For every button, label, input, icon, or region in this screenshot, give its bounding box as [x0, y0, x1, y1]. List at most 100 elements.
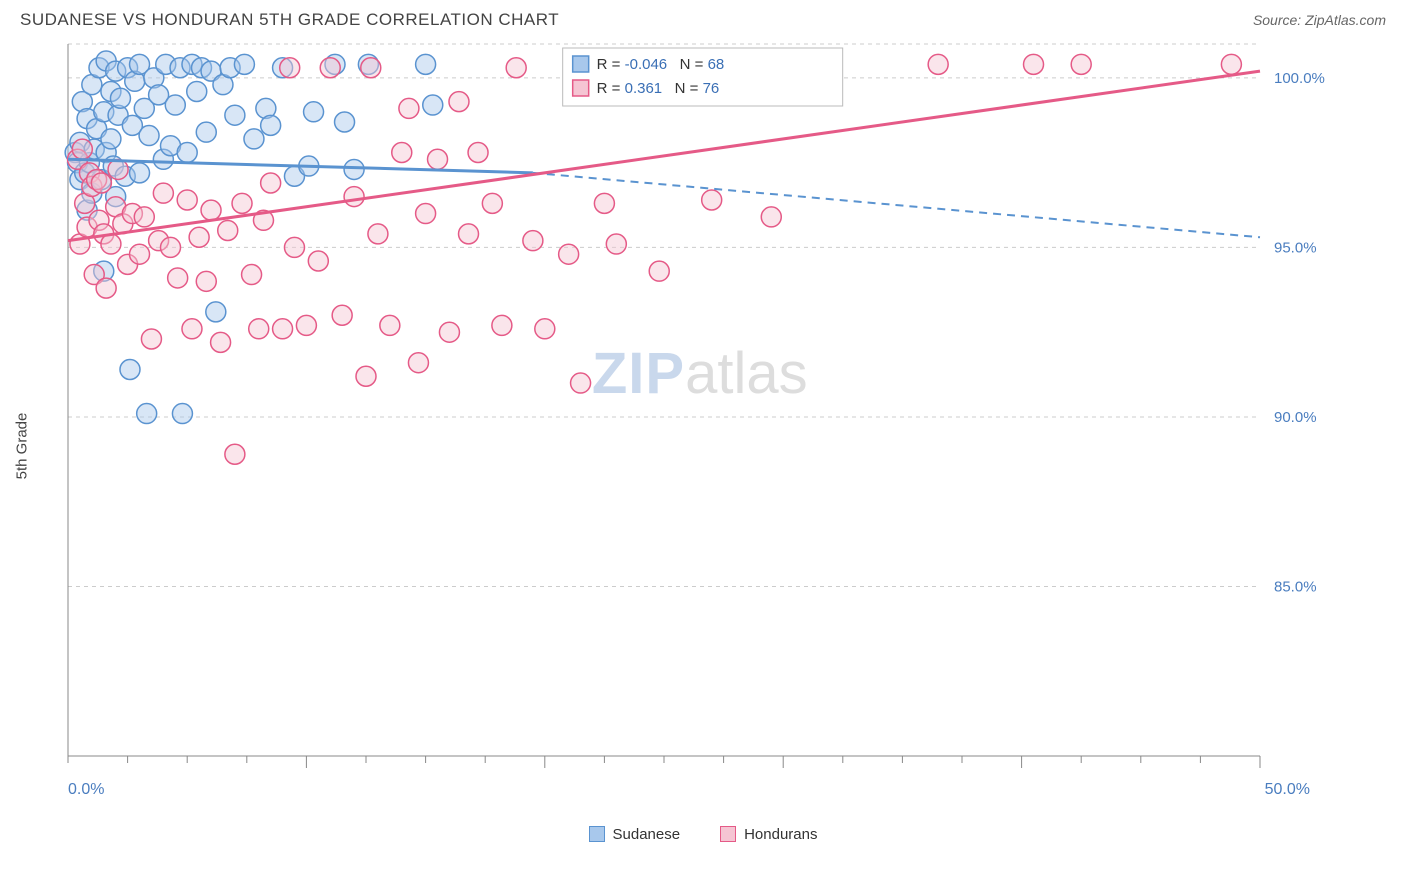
- data-point: [416, 54, 436, 74]
- data-point: [182, 319, 202, 339]
- data-point: [91, 173, 111, 193]
- data-point: [468, 142, 488, 162]
- data-point: [380, 315, 400, 335]
- data-point: [320, 58, 340, 78]
- data-point: [120, 359, 140, 379]
- watermark: ZIPatlas: [592, 341, 808, 406]
- data-point: [211, 332, 231, 352]
- legend-stat: R = -0.046 N = 68: [597, 56, 725, 73]
- data-point: [423, 95, 443, 115]
- data-point: [242, 265, 262, 285]
- data-point: [368, 224, 388, 244]
- data-point: [172, 404, 192, 424]
- data-point: [110, 88, 130, 108]
- data-point: [296, 315, 316, 335]
- legend-stat: R = 0.361 N = 76: [597, 80, 720, 97]
- x-max-label: 50.0%: [1265, 781, 1310, 798]
- data-point: [399, 98, 419, 118]
- data-point: [344, 187, 364, 207]
- data-point: [335, 112, 355, 132]
- data-point: [1024, 54, 1044, 74]
- data-point: [416, 204, 436, 224]
- data-point: [232, 193, 252, 213]
- data-point: [428, 149, 448, 169]
- data-point: [702, 190, 722, 210]
- data-point: [304, 102, 324, 122]
- data-point: [130, 244, 150, 264]
- data-point: [187, 81, 207, 101]
- data-point: [189, 227, 209, 247]
- data-point: [284, 237, 304, 257]
- legend-swatch: [589, 826, 605, 842]
- legend-swatch: [573, 80, 589, 96]
- data-point: [761, 207, 781, 227]
- data-point: [928, 54, 948, 74]
- legend-item: Hondurans: [720, 826, 817, 843]
- data-point: [571, 373, 591, 393]
- y-tick-label: 95.0%: [1274, 239, 1317, 256]
- data-point: [492, 315, 512, 335]
- data-point: [392, 142, 412, 162]
- data-point: [273, 319, 293, 339]
- data-point: [96, 278, 116, 298]
- trend-line-extrapolated: [533, 173, 1260, 237]
- x-min-label: 0.0%: [68, 781, 104, 798]
- data-point: [244, 129, 264, 149]
- data-point: [130, 163, 150, 183]
- data-point: [261, 115, 281, 135]
- data-point: [594, 193, 614, 213]
- data-point: [332, 305, 352, 325]
- legend-label: Hondurans: [744, 826, 817, 843]
- data-point: [168, 268, 188, 288]
- y-axis-label: 5th Grade: [14, 413, 31, 480]
- data-point: [165, 95, 185, 115]
- legend-swatch: [573, 56, 589, 72]
- data-point: [218, 220, 238, 240]
- data-point: [137, 404, 157, 424]
- data-point: [482, 193, 502, 213]
- data-point: [139, 126, 159, 146]
- bottom-legend: Sudanese Hondurans: [0, 826, 1406, 843]
- data-point: [1221, 54, 1241, 74]
- data-point: [1071, 54, 1091, 74]
- data-point: [234, 54, 254, 74]
- data-point: [177, 190, 197, 210]
- source-label: Source: ZipAtlas.com: [1253, 12, 1386, 28]
- data-point: [72, 139, 92, 159]
- y-tick-label: 85.0%: [1274, 578, 1317, 595]
- data-point: [523, 231, 543, 251]
- data-point: [196, 271, 216, 291]
- data-point: [225, 105, 245, 125]
- data-point: [225, 444, 245, 464]
- data-point: [344, 159, 364, 179]
- data-point: [649, 261, 669, 281]
- scatter-chart: 85.0% 90.0% 95.0% 100.0% 0.0% 50.0% ZIPatlas R …: [60, 36, 1340, 816]
- data-point: [249, 319, 269, 339]
- data-point: [153, 183, 173, 203]
- legend-label: Sudanese: [613, 826, 681, 843]
- data-point: [206, 302, 226, 322]
- data-point: [261, 173, 281, 193]
- data-point: [280, 58, 300, 78]
- data-point: [459, 224, 479, 244]
- chart-title: SUDANESE VS HONDURAN 5TH GRADE CORRELATI…: [20, 10, 559, 30]
- data-point: [196, 122, 216, 142]
- data-point: [559, 244, 579, 264]
- y-tick-label: 90.0%: [1274, 409, 1317, 426]
- data-point: [506, 58, 526, 78]
- legend-item: Sudanese: [589, 826, 681, 843]
- data-point: [134, 207, 154, 227]
- data-point: [356, 366, 376, 386]
- data-point: [141, 329, 161, 349]
- data-point: [535, 319, 555, 339]
- data-point: [606, 234, 626, 254]
- data-point: [177, 142, 197, 162]
- y-tick-label: 100.0%: [1274, 70, 1325, 87]
- legend-swatch: [720, 826, 736, 842]
- data-point: [161, 237, 181, 257]
- data-point: [108, 159, 128, 179]
- data-point: [449, 92, 469, 112]
- data-point: [101, 129, 121, 149]
- data-point: [408, 353, 428, 373]
- data-point: [308, 251, 328, 271]
